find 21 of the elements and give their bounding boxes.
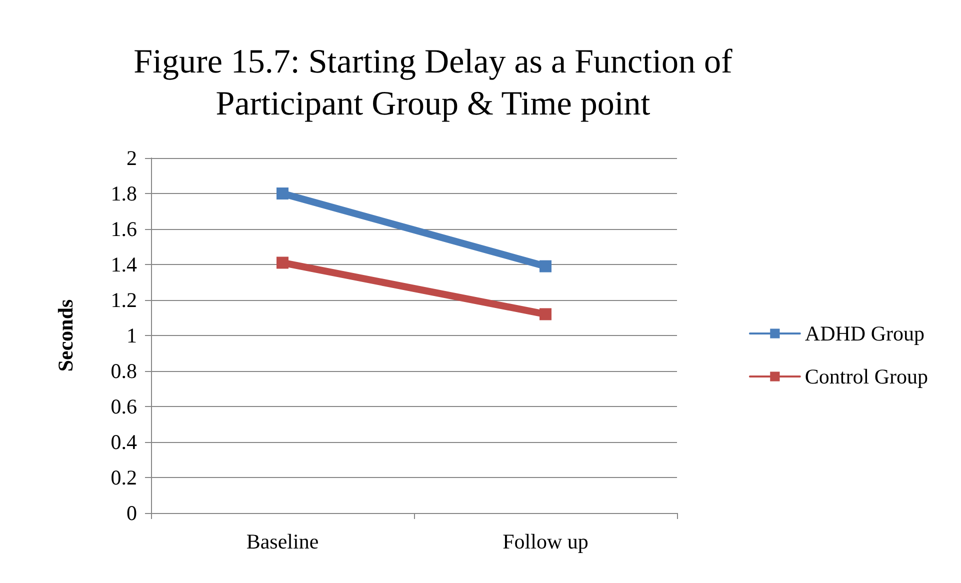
point <box>276 188 288 200</box>
y-tick-label: 1.2 <box>110 288 137 312</box>
y-tick-label: 1.4 <box>110 252 138 276</box>
point <box>276 256 288 269</box>
point <box>540 260 552 272</box>
legend-label: ADHD Group <box>804 322 924 346</box>
legend-label: Control Group <box>804 364 928 388</box>
y-tick-label: 0.4 <box>110 430 138 454</box>
chart-title: Figure 15.7: Starting Delay as a Function of Participant Group & Time point <box>134 44 734 122</box>
x-tick-label: Baseline <box>246 530 319 554</box>
y-tick-label: 0.6 <box>110 394 137 418</box>
point <box>540 308 552 320</box>
y-axis-title: Seconds <box>54 299 78 372</box>
y-tick-label: 0.8 <box>110 359 137 383</box>
x-tick-label: Follow up <box>502 530 588 554</box>
y-tick-label: 0 <box>126 501 137 525</box>
y-tick-label: 2 <box>126 146 137 170</box>
y-tick-label: 1 <box>126 324 137 348</box>
y-tick-label: 1.6 <box>110 217 137 241</box>
y-tick-label: 1.8 <box>110 182 137 206</box>
y-tick-label: 0.2 <box>110 466 137 490</box>
